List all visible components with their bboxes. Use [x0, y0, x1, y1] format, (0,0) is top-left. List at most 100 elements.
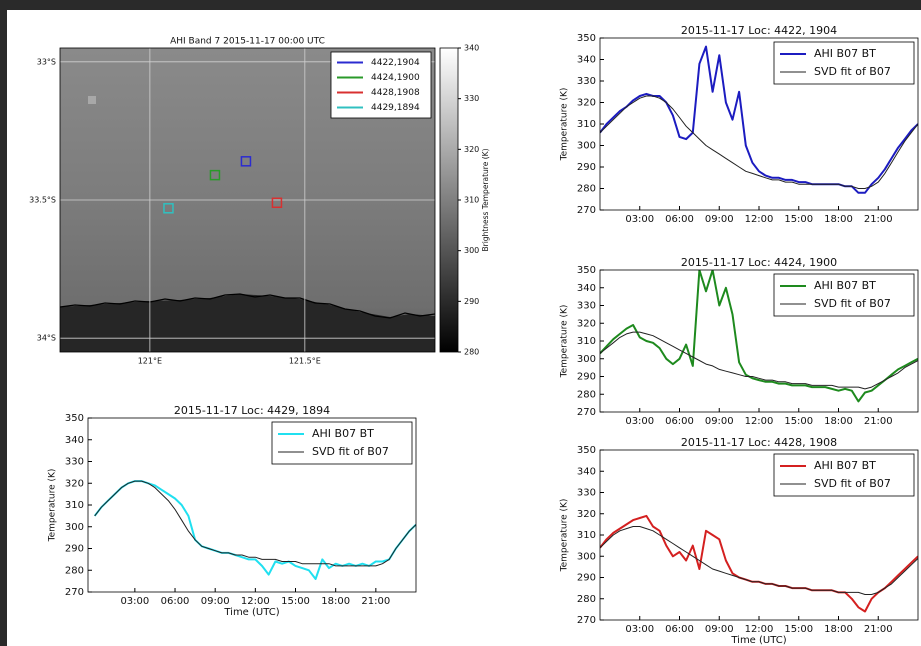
y-tick-label: 300	[577, 551, 596, 562]
x-tick-label: 03:00	[625, 416, 654, 427]
chart-title: AHI Band 7 2015-11-17 00:00 UTC	[170, 37, 325, 47]
x-tick-label: 15:00	[281, 596, 310, 607]
x-tick-label: 15:00	[784, 214, 813, 225]
y-tick-label: 330	[577, 488, 596, 499]
y-tick-label: 320	[65, 478, 84, 489]
y-tick-label: 340	[577, 466, 596, 477]
y-tick-label: 290	[577, 162, 596, 173]
x-tick-label: 12:00	[745, 624, 774, 635]
y-tick-label: 290	[577, 573, 596, 584]
x-tick-label: 15:00	[784, 624, 813, 635]
y-tick-label: 34°S	[37, 334, 56, 343]
colorbar-label: Brightness Temperature (K)	[481, 148, 490, 251]
x-axis-label: Time (UTC)	[730, 635, 786, 646]
x-tick-label: 12:00	[241, 596, 270, 607]
colorbar-tick-label: 340	[464, 44, 479, 53]
series-line	[94, 480, 416, 567]
legend-label: 4424,1900	[371, 73, 420, 83]
legend-label: SVD fit of B07	[814, 65, 891, 78]
frame-left	[0, 0, 7, 646]
y-tick-label: 340	[65, 435, 84, 446]
legend-box	[773, 41, 915, 85]
x-tick-label: 12:00	[745, 416, 774, 427]
y-tick-label: 300	[577, 141, 596, 152]
map-pixel	[88, 96, 96, 104]
y-tick-label: 280	[577, 594, 596, 605]
colorbar-tick-label: 330	[464, 94, 479, 103]
y-tick-label: 350	[577, 265, 596, 276]
x-tick-label: 121.5°E	[289, 357, 321, 366]
x-tick-label: 06:00	[665, 416, 694, 427]
x-tick-label: 121°E	[138, 357, 162, 366]
plot-frame	[599, 269, 919, 413]
y-tick-label: 330	[577, 301, 596, 312]
x-axis-label: Time (UTC)	[223, 607, 279, 618]
y-tick-label: 320	[577, 509, 596, 520]
legend-label: 4422,1904	[371, 58, 420, 68]
x-tick-label: 06:00	[665, 624, 694, 635]
plot-frame	[599, 37, 919, 211]
x-tick-label: 06:00	[665, 214, 694, 225]
y-tick-label: 300	[577, 354, 596, 365]
y-tick-label: 330	[65, 457, 84, 468]
y-axis-label: Temperature (K)	[560, 88, 570, 162]
y-tick-label: 270	[577, 205, 596, 216]
legend-box	[271, 421, 413, 465]
y-axis-label: Temperature (K)	[560, 305, 570, 379]
y-tick-label: 350	[577, 33, 596, 44]
legend-box	[773, 273, 915, 317]
y-tick-label: 310	[577, 119, 596, 130]
y-tick-label: 270	[577, 615, 596, 626]
colorbar-tick-label: 280	[464, 348, 479, 357]
legend-label: AHI B07 BT	[814, 47, 876, 60]
location-marker	[240, 156, 252, 167]
x-tick-label: 15:00	[784, 416, 813, 427]
legend-label: SVD fit of B07	[312, 445, 389, 458]
y-tick-label: 290	[577, 372, 596, 383]
series-line	[600, 331, 918, 390]
y-tick-label: 310	[577, 530, 596, 541]
y-tick-label: 280	[577, 389, 596, 400]
y-tick-label: 33.5°S	[29, 196, 56, 205]
legend-label: AHI B07 BT	[814, 279, 876, 292]
series-line	[600, 95, 918, 189]
legend-label: 4429,1894	[371, 103, 420, 113]
chart-title: 2015-11-17 Loc: 4428, 1908	[681, 436, 837, 449]
x-tick-label: 03:00	[625, 214, 654, 225]
y-tick-label: 310	[65, 500, 84, 511]
colorbar-tick-label: 290	[464, 297, 479, 306]
legend-box	[773, 453, 915, 497]
x-tick-label: 12:00	[745, 214, 774, 225]
y-tick-label: 330	[577, 76, 596, 87]
y-tick-label: 33°S	[37, 57, 56, 66]
y-tick-label: 350	[577, 445, 596, 456]
x-tick-label: 03:00	[120, 596, 149, 607]
colorbar-tick-label: 310	[464, 196, 479, 205]
x-tick-label: 09:00	[705, 416, 734, 427]
x-tick-label: 21:00	[864, 624, 893, 635]
location-marker	[271, 197, 283, 209]
plot-frame	[59, 47, 436, 353]
legend-label: 4428,1908	[371, 88, 420, 98]
x-tick-label: 09:00	[201, 596, 230, 607]
x-tick-label: 09:00	[705, 214, 734, 225]
legend-label: AHI B07 BT	[312, 427, 374, 440]
coastline	[59, 293, 436, 319]
y-tick-label: 300	[65, 522, 84, 533]
series-line	[600, 526, 918, 595]
x-tick-label: 18:00	[824, 624, 853, 635]
y-axis-label: Temperature (K)	[48, 469, 58, 543]
map-land-shadow	[60, 294, 435, 352]
frame-top	[0, 0, 921, 10]
y-tick-label: 280	[577, 184, 596, 195]
legend-label: AHI B07 BT	[814, 459, 876, 472]
y-tick-label: 340	[577, 55, 596, 66]
y-axis-label: Temperature (K)	[560, 499, 570, 573]
y-tick-label: 270	[65, 587, 84, 598]
y-tick-label: 320	[577, 98, 596, 109]
x-tick-label: 18:00	[824, 214, 853, 225]
x-tick-label: 21:00	[864, 416, 893, 427]
legend-label: SVD fit of B07	[814, 297, 891, 310]
chart-title: 2015-11-17 Loc: 4422, 1904	[681, 24, 837, 37]
